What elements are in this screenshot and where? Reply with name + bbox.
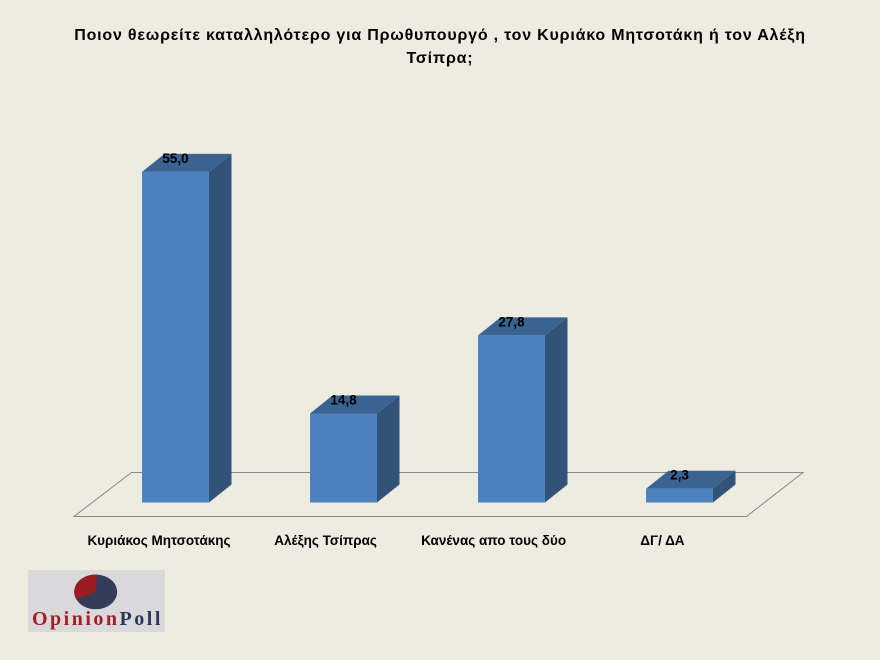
- svg-text:14,8: 14,8: [330, 393, 357, 408]
- svg-text:Κανένας απο τους δύο: Κανένας απο τους δύο: [421, 533, 566, 548]
- svg-text:Κυριάκος Μητσοτάκης: Κυριάκος Μητσοτάκης: [87, 533, 230, 548]
- svg-text:55,0: 55,0: [162, 151, 188, 166]
- svg-text:2,3: 2,3: [670, 468, 689, 483]
- svg-text:ΔΓ/ ΔΑ: ΔΓ/ ΔΑ: [640, 533, 685, 548]
- svg-text:Αλέξης Τσίπρας: Αλέξης Τσίπρας: [274, 533, 377, 548]
- svg-text:27,8: 27,8: [498, 314, 525, 329]
